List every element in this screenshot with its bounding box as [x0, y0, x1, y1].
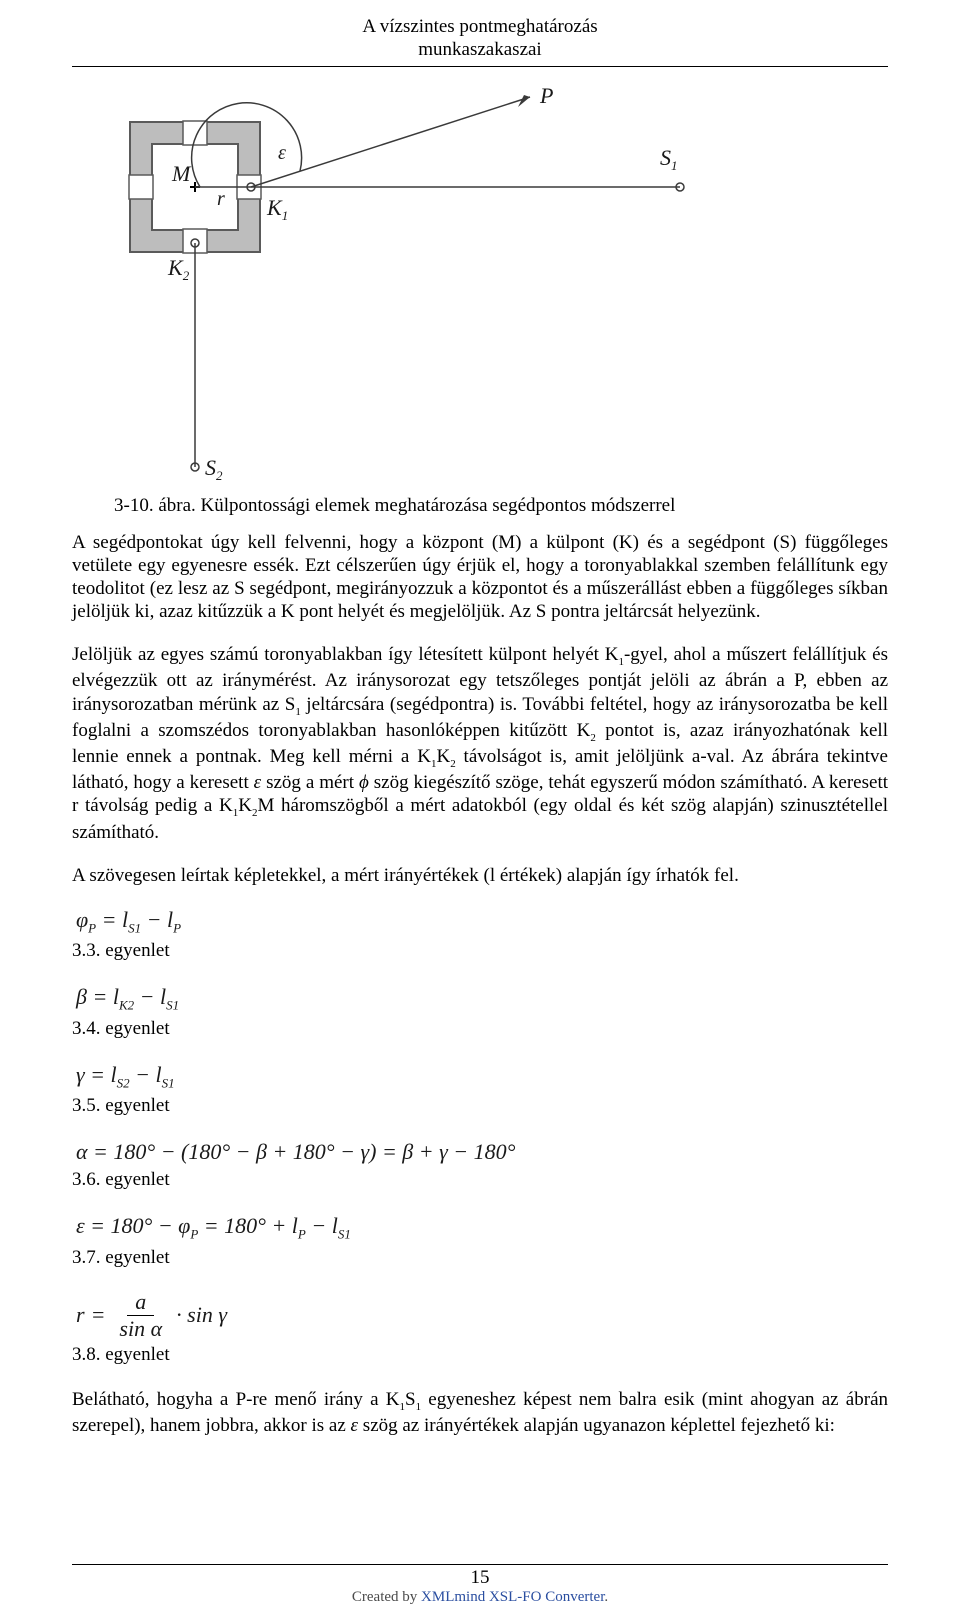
header-line-2: munkaszakaszai: [418, 39, 541, 60]
eq38-eq: =: [91, 1302, 106, 1328]
eq36-text: α = 180° − (180° − β + 180° − γ) = β + γ…: [76, 1139, 515, 1164]
paragraph-2: Jelöljük az egyes számú toronyablakban í…: [72, 643, 888, 844]
page-header: A vízszintes pontmeghatározás munkaszaka…: [72, 16, 888, 67]
paragraph-4: Belátható, hogyha a P-re menő irány a K1…: [72, 1388, 888, 1437]
eq37-c: − l: [306, 1213, 338, 1238]
eq38-tail: · sin γ: [176, 1302, 227, 1328]
equation-3-3-label: 3.3. egyenlet: [72, 940, 888, 962]
equation-3-3: φP = lS1 − lP: [72, 907, 888, 936]
eq34-sym: β: [76, 984, 87, 1009]
header-line-1: A vízszintes pontmeghatározás: [362, 16, 597, 37]
equation-3-7: ε = 180° − φP = 180° + lP − lS1: [72, 1213, 888, 1242]
figure: M r ε P K1 K2 S1 S2: [120, 87, 888, 487]
eq37-b: = 180° + l: [198, 1213, 298, 1238]
eq35-eq: = l: [85, 1062, 117, 1087]
footer-credit-pre: Created by: [352, 1589, 421, 1605]
p4-eps: ε: [351, 1415, 359, 1436]
svg-text:r: r: [217, 188, 225, 210]
eq38-r: r: [76, 1302, 85, 1328]
page-footer: 15 Created by XMLmind XSL-FO Converter.: [72, 1564, 888, 1606]
p2-a: Jelöljük az egyes számú toronyablakban í…: [72, 644, 618, 665]
eq35-s1: S2: [117, 1075, 130, 1090]
eq35-sym: γ: [76, 1062, 85, 1087]
eq37-sb: P: [298, 1227, 306, 1242]
footer-credit: Created by XMLmind XSL-FO Converter.: [72, 1589, 888, 1606]
p2-p: K: [238, 795, 252, 816]
eq33-s1: S1: [128, 920, 141, 935]
eq33-minus: − l: [141, 907, 173, 932]
p4-a: Belátható, hogyha a P-re menő irány a K: [72, 1389, 400, 1410]
eq35-minus: − l: [130, 1062, 162, 1087]
eq37-a: ε = 180° − φ: [76, 1213, 190, 1238]
equation-3-4: β = lK2 − lS1: [72, 984, 888, 1013]
eq34-s1: K2: [119, 998, 134, 1013]
eq34-eq: = l: [87, 984, 119, 1009]
footer-credit-link[interactable]: XMLmind XSL-FO Converter: [421, 1589, 604, 1605]
equation-3-5-label: 3.5. egyenlet: [72, 1095, 888, 1117]
svg-text:ε: ε: [278, 142, 286, 164]
eq33-sub: P: [88, 920, 96, 935]
p2-phi: ϕ: [359, 772, 369, 793]
eq37-sc: S1: [338, 1227, 351, 1242]
equation-3-5: γ = lS2 − lS1: [72, 1062, 888, 1091]
footer-credit-post: .: [604, 1589, 608, 1605]
eq38-den: sin α: [111, 1316, 170, 1340]
equation-3-4-label: 3.4. egyenlet: [72, 1018, 888, 1040]
equation-3-6-label: 3.6. egyenlet: [72, 1169, 888, 1191]
p4-c: S: [405, 1389, 416, 1410]
p2-l: szög a mért: [261, 772, 359, 793]
figure-svg: M r ε P K1 K2 S1 S2: [120, 87, 710, 482]
paragraph-1: A segédpontokat úgy kell felvenni, hogy …: [72, 531, 888, 624]
svg-text:S2: S2: [205, 455, 223, 482]
svg-text:P: P: [539, 87, 553, 108]
eq33-sym: φ: [76, 907, 88, 932]
eq38-num: a: [127, 1291, 154, 1316]
svg-text:M: M: [171, 161, 192, 186]
eq34-s2: S1: [166, 998, 179, 1013]
figure-caption: 3-10. ábra. Külpontossági elemek meghatá…: [114, 495, 888, 517]
eq33-eq: = l: [96, 907, 128, 932]
equation-3-7-label: 3.7. egyenlet: [72, 1247, 888, 1269]
eq38-frac: a sin α: [111, 1291, 170, 1340]
page-number: 15: [72, 1567, 888, 1589]
p4-g: szög az irányértékek alapján ugyanazon k…: [358, 1415, 835, 1436]
paragraph-3: A szövegesen leírtak képletekkel, a mért…: [72, 864, 888, 887]
svg-text:K1: K1: [266, 195, 288, 223]
equation-3-8: r = a sin α · sin γ: [72, 1291, 888, 1340]
eq34-minus: − l: [134, 984, 166, 1009]
eq33-s2: P: [173, 920, 181, 935]
svg-text:K2: K2: [167, 255, 190, 283]
eq35-s2: S1: [162, 1075, 175, 1090]
svg-text:S1: S1: [660, 145, 678, 173]
p2-h: K: [436, 746, 450, 767]
equation-3-8-label: 3.8. egyenlet: [72, 1344, 888, 1366]
equation-3-6: α = 180° − (180° − β + 180° − γ) = β + γ…: [72, 1139, 888, 1165]
